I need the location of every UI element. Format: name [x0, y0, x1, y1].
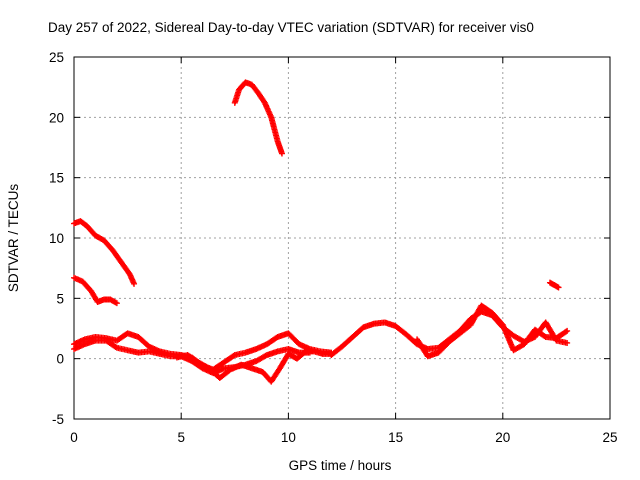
- y-tick-label: 0: [56, 352, 64, 367]
- series-arc9: [414, 302, 571, 360]
- data-point: [564, 327, 571, 334]
- y-axis-label: SDTVAR / TECUs: [6, 184, 21, 293]
- y-tick-label: -5: [52, 412, 64, 427]
- data-point: [278, 150, 285, 157]
- data-point: [112, 344, 119, 351]
- axis-ticks: 0 5 10 15 20 25 -5 0 5 10 15 20 25: [49, 50, 618, 445]
- data-point: [555, 284, 562, 291]
- y-tick-label: 15: [49, 171, 64, 186]
- data-point: [113, 300, 120, 307]
- data-point: [562, 328, 569, 335]
- y-tick-label: 25: [49, 50, 64, 65]
- x-tick-label: 20: [495, 430, 510, 445]
- x-tick-label: 10: [281, 430, 296, 445]
- y-tick-label: 20: [49, 110, 64, 125]
- x-tick-label: 15: [388, 430, 403, 445]
- grid: [74, 57, 610, 419]
- data-point: [112, 299, 119, 306]
- data-points: [71, 79, 571, 385]
- data-point: [564, 339, 571, 346]
- series-arc2: [71, 274, 120, 307]
- series-arc4: [546, 279, 562, 291]
- data-point: [131, 280, 138, 287]
- data-point: [230, 352, 237, 359]
- x-tick-label: 0: [70, 430, 78, 445]
- x-tick-label: 5: [177, 430, 185, 445]
- x-tick-label: 25: [602, 430, 617, 445]
- chart-title: Day 257 of 2022, Sidereal Day-to-day VTE…: [48, 20, 534, 35]
- y-tick-label: 5: [56, 291, 64, 306]
- y-tick-label: 10: [49, 231, 64, 246]
- data-point: [541, 333, 548, 340]
- x-axis-label: GPS time / hours: [289, 458, 392, 473]
- series-arc3: [231, 79, 285, 157]
- series-arc1: [71, 218, 138, 287]
- series-arc7: [173, 348, 335, 385]
